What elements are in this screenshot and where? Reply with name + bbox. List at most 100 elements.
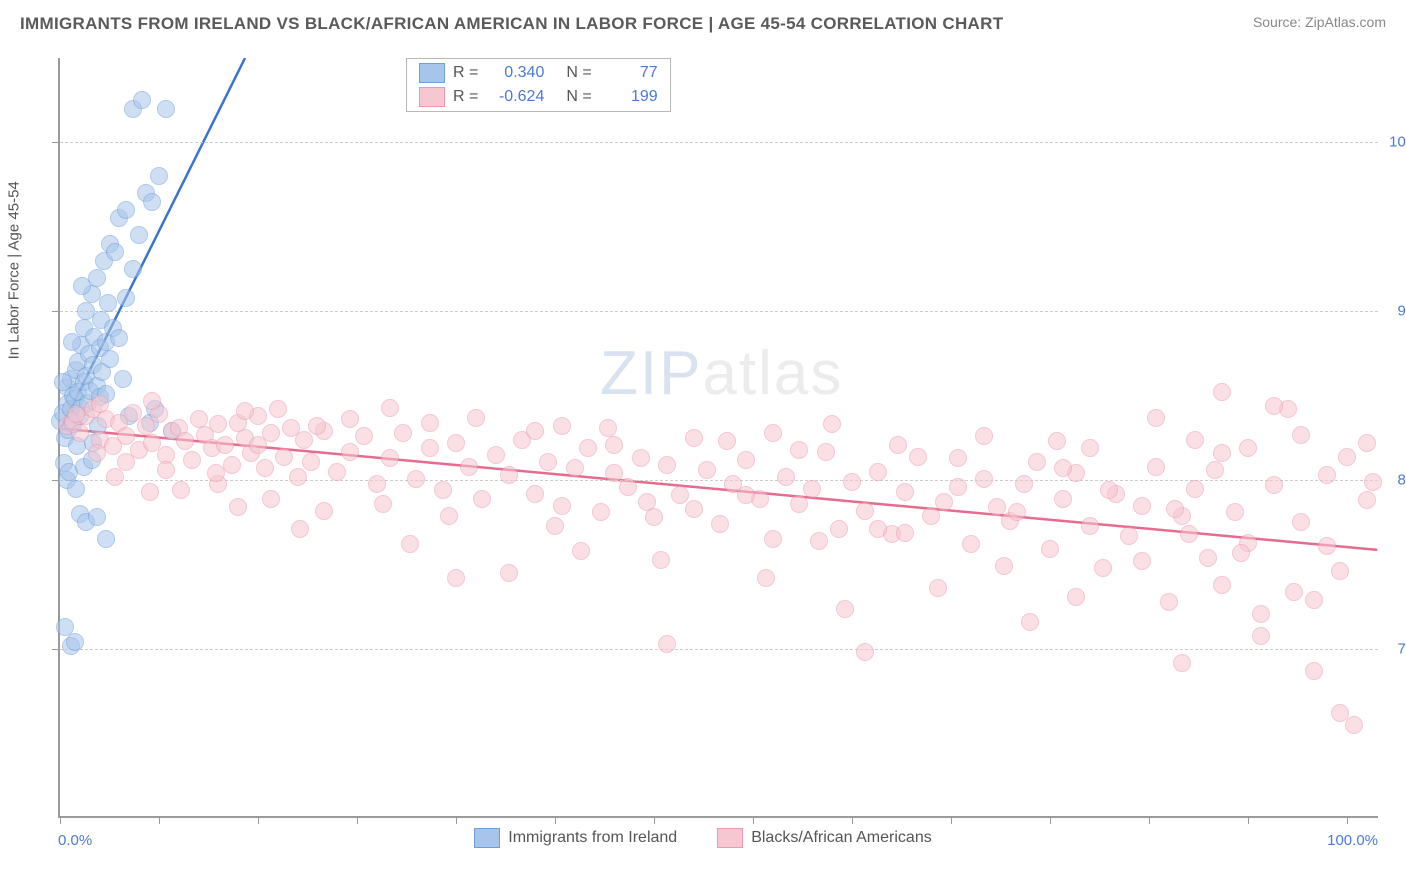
r-value: 0.340	[486, 64, 544, 82]
data-point	[764, 424, 782, 442]
data-point	[289, 468, 307, 486]
x-tick-mark	[1149, 816, 1150, 824]
data-point	[790, 441, 808, 459]
data-point	[1160, 593, 1178, 611]
data-point	[1166, 500, 1184, 518]
scatter-chart: ZIPatlas R = 0.340N = 77R = -0.624N = 19…	[58, 58, 1378, 818]
data-point	[500, 564, 518, 582]
y-axis-label: In Labor Force | Age 45-54	[6, 181, 23, 359]
source-label: Source: ZipAtlas.com	[1253, 14, 1386, 30]
x-tick-mark	[1347, 816, 1348, 824]
data-point	[157, 100, 175, 118]
data-point	[124, 260, 142, 278]
n-value: 77	[600, 64, 658, 82]
data-point	[1232, 544, 1250, 562]
data-point	[381, 399, 399, 417]
data-point	[869, 463, 887, 481]
data-point	[341, 410, 359, 428]
x-tick-mark	[951, 816, 952, 824]
x-tick-mark	[357, 816, 358, 824]
data-point	[91, 395, 109, 413]
data-point	[1067, 588, 1085, 606]
data-point	[1147, 409, 1165, 427]
watermark: ZIPatlas	[600, 338, 843, 409]
data-point	[341, 443, 359, 461]
data-point	[394, 424, 412, 442]
data-point	[830, 520, 848, 538]
data-point	[440, 507, 458, 525]
data-point	[143, 392, 161, 410]
data-point	[1186, 480, 1204, 498]
data-point	[130, 226, 148, 244]
data-point	[460, 458, 478, 476]
data-point	[421, 439, 439, 457]
data-point	[685, 429, 703, 447]
data-point	[269, 400, 287, 418]
data-point	[1133, 552, 1151, 570]
data-point	[1305, 591, 1323, 609]
data-point	[592, 503, 610, 521]
data-point	[539, 453, 557, 471]
data-point	[658, 456, 676, 474]
data-point	[843, 473, 861, 491]
data-point	[71, 424, 89, 442]
x-tick-mark	[258, 816, 259, 824]
data-point	[63, 333, 81, 351]
data-point	[698, 461, 716, 479]
legend-label: Blacks/African Americans	[751, 829, 932, 847]
data-point	[381, 449, 399, 467]
x-tick-mark	[456, 816, 457, 824]
r-label: R =	[453, 88, 478, 106]
data-point	[553, 417, 571, 435]
y-tick-mark	[52, 311, 60, 312]
data-point	[526, 485, 544, 503]
data-point	[473, 490, 491, 508]
data-point	[374, 495, 392, 513]
data-point	[1226, 503, 1244, 521]
x-tick-mark	[60, 816, 61, 824]
data-point	[962, 535, 980, 553]
data-point	[1213, 576, 1231, 594]
data-point	[1305, 662, 1323, 680]
data-point	[922, 507, 940, 525]
data-point	[737, 486, 755, 504]
data-point	[447, 569, 465, 587]
data-point	[737, 451, 755, 469]
data-point	[223, 456, 241, 474]
data-point	[434, 481, 452, 499]
data-point	[856, 502, 874, 520]
data-point	[157, 461, 175, 479]
data-point	[67, 480, 85, 498]
data-point	[546, 517, 564, 535]
data-point	[467, 409, 485, 427]
data-point	[1015, 475, 1033, 493]
data-point	[1048, 432, 1066, 450]
data-point	[1147, 458, 1165, 476]
data-point	[275, 448, 293, 466]
data-point	[790, 495, 808, 513]
data-point	[1054, 459, 1072, 477]
data-point	[183, 451, 201, 469]
data-point	[1180, 525, 1198, 543]
legend-swatch	[419, 63, 445, 83]
data-point	[1252, 605, 1270, 623]
data-point	[1100, 481, 1118, 499]
data-point	[1292, 426, 1310, 444]
legend-item: Immigrants from Ireland	[474, 828, 677, 848]
data-point	[949, 449, 967, 467]
data-point	[117, 289, 135, 307]
data-point	[67, 405, 85, 423]
x-tick-mark	[159, 816, 160, 824]
data-point	[553, 497, 571, 515]
data-point	[407, 470, 425, 488]
data-point	[1265, 397, 1283, 415]
data-point	[929, 579, 947, 597]
data-point	[150, 167, 168, 185]
data-point	[889, 436, 907, 454]
data-point	[114, 370, 132, 388]
data-point	[256, 459, 274, 477]
data-point	[652, 551, 670, 569]
r-value: -0.624	[486, 88, 544, 106]
n-label: N =	[566, 88, 591, 106]
data-point	[1041, 540, 1059, 558]
